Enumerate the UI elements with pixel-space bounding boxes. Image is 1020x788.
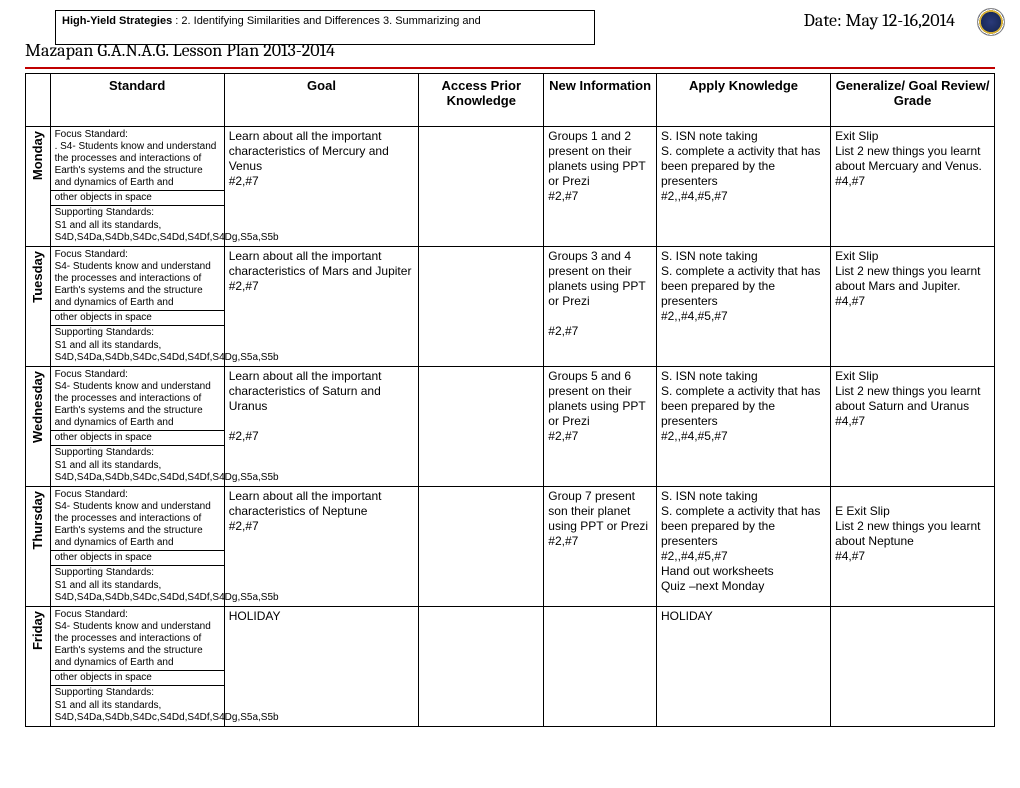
other-objects: other objects in space [51,430,224,444]
table-row: WednesdayFocus Standard:S4- Students kno… [26,367,995,487]
table-row: ThursdayFocus Standard:S4- Students know… [26,487,995,607]
other-objects: other objects in space [51,550,224,564]
generalize-cell [831,607,995,727]
other-objects: other objects in space [51,310,224,324]
lesson-plan-table: Standard Goal Access Prior Knowledge New… [25,73,995,727]
generalize-cell: Exit SlipList 2 new things you learnt ab… [831,127,995,247]
supporting-standards-label: Supporting Standards: [51,685,224,699]
focus-standard-body: S4- Students know and understand the pro… [55,621,220,669]
focus-standard-label: Focus Standard: [55,249,220,261]
supporting-standards-body: S1 and all its standards, S4D,S4Da,S4Db,… [55,460,220,484]
focus-standard-label: Focus Standard: [55,129,220,141]
newinfo-cell: Groups 1 and 2 present on their planets … [544,127,657,247]
col-day [26,74,51,127]
newinfo-cell: Groups 5 and 6 present on their planets … [544,367,657,487]
day-label: Tuesday [28,247,47,307]
other-objects: other objects in space [51,190,224,204]
goal-cell: Learn about all the important characteri… [224,487,419,607]
col-apply: Apply Knowledge [656,74,830,127]
table-row: MondayFocus Standard:. S4- Students know… [26,127,995,247]
apk-cell [419,247,544,367]
day-cell: Monday [26,127,51,247]
col-generalize: Generalize/ Goal Review/ Grade [831,74,995,127]
apply-cell: S. ISN note takingS. complete a activity… [656,247,830,367]
supporting-standards-body: S1 and all its standards, S4D,S4Da,S4Db,… [55,220,220,244]
col-goal: Goal [224,74,419,127]
generalize-cell: Exit SlipList 2 new things you learnt ab… [831,247,995,367]
supporting-standards-label: Supporting Standards: [51,565,224,579]
day-cell: Wednesday [26,367,51,487]
supporting-standards-label: Supporting Standards: [51,445,224,459]
col-newinfo: New Information [544,74,657,127]
focus-standard-body: . S4- Students know and understand the p… [55,141,220,189]
focus-standard-body: S4- Students know and understand the pro… [55,501,220,549]
strategies-box: High-Yield Strategies : 2. Identifying S… [55,10,595,45]
strategies-label: High-Yield Strategies [62,15,172,27]
day-label: Friday [28,607,47,654]
standard-cell: Focus Standard:S4- Students know and und… [50,367,224,487]
goal-cell: HOLIDAY [224,607,419,727]
newinfo-cell: Group 7 present son their planet using P… [544,487,657,607]
apply-cell: S. ISN note takingS. complete a activity… [656,367,830,487]
day-cell: Tuesday [26,247,51,367]
day-label: Thursday [28,487,47,554]
standard-cell: Focus Standard:. S4- Students know and u… [50,127,224,247]
focus-standard-label: Focus Standard: [55,609,220,621]
apk-cell [419,607,544,727]
goal-cell: Learn about all the important characteri… [224,127,419,247]
apk-cell [419,487,544,607]
school-logo-icon [977,8,1005,36]
supporting-standards-label: Supporting Standards: [51,205,224,219]
day-label: Wednesday [28,367,47,447]
header-region: High-Yield Strategies : 2. Identifying S… [25,10,995,65]
day-label: Monday [28,127,47,184]
apply-cell: S. ISN note takingS. complete a activity… [656,487,830,607]
focus-standard-body: S4- Students know and understand the pro… [55,381,220,429]
table-header-row: Standard Goal Access Prior Knowledge New… [26,74,995,127]
generalize-cell: E Exit SlipList 2 new things you learnt … [831,487,995,607]
apply-cell: HOLIDAY [656,607,830,727]
apk-cell [419,367,544,487]
date-text: Date: May 12-16,2014 [804,10,955,31]
standard-cell: Focus Standard:S4- Students know and und… [50,607,224,727]
newinfo-cell: Groups 3 and 4 present on their planets … [544,247,657,367]
focus-standard-body: S4- Students know and understand the pro… [55,261,220,309]
table-row: FridayFocus Standard:S4- Students know a… [26,607,995,727]
strategies-text: : 2. Identifying Similarities and Differ… [172,15,481,27]
supporting-standards-label: Supporting Standards: [51,325,224,339]
supporting-standards-body: S1 and all its standards, S4D,S4Da,S4Db,… [55,700,220,724]
other-objects: other objects in space [51,670,224,684]
divider-line [25,67,995,69]
apply-cell: S. ISN note takingS. complete a activity… [656,127,830,247]
supporting-standards-body: S1 and all its standards, S4D,S4Da,S4Db,… [55,580,220,604]
day-cell: Thursday [26,487,51,607]
col-apk: Access Prior Knowledge [419,74,544,127]
apk-cell [419,127,544,247]
col-standard: Standard [50,74,224,127]
standard-cell: Focus Standard:S4- Students know and und… [50,487,224,607]
supporting-standards-body: S1 and all its standards, S4D,S4Da,S4Db,… [55,340,220,364]
standard-cell: Focus Standard:S4- Students know and und… [50,247,224,367]
table-row: TuesdayFocus Standard:S4- Students know … [26,247,995,367]
goal-cell: Learn about all the important characteri… [224,247,419,367]
day-cell: Friday [26,607,51,727]
goal-cell: Learn about all the important characteri… [224,367,419,487]
generalize-cell: Exit SlipList 2 new things you learnt ab… [831,367,995,487]
newinfo-cell [544,607,657,727]
focus-standard-label: Focus Standard: [55,369,220,381]
focus-standard-label: Focus Standard: [55,489,220,501]
